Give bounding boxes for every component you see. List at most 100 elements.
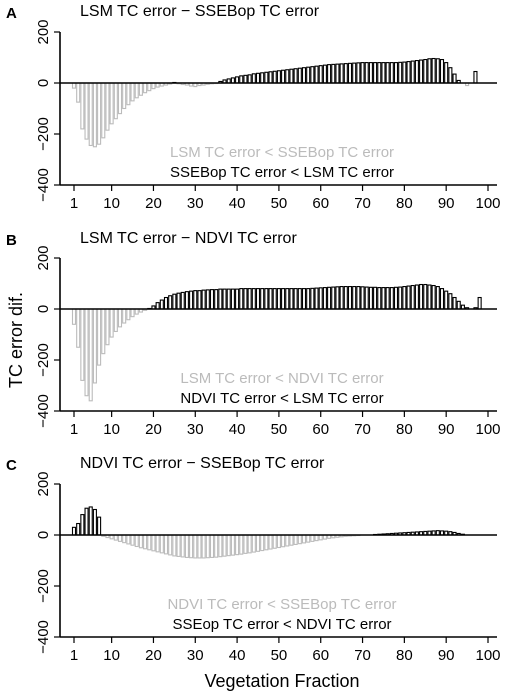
bar xyxy=(402,286,407,310)
bar xyxy=(151,534,156,552)
bar xyxy=(281,69,286,84)
x-tick-label: 90 xyxy=(438,195,455,212)
y-tick-label: 200 xyxy=(35,19,52,44)
x-tick-label: 60 xyxy=(312,421,329,438)
x-tick-label: 70 xyxy=(354,647,371,664)
bar xyxy=(130,82,135,102)
bar xyxy=(251,73,256,84)
bar xyxy=(117,308,123,328)
bar xyxy=(301,534,307,544)
bar xyxy=(255,288,261,310)
bar xyxy=(419,283,424,310)
bar xyxy=(373,286,378,310)
bar xyxy=(230,288,235,310)
x-tick-label: 1 xyxy=(70,195,78,212)
annotation-positive: NDVI TC error < LSM TC error xyxy=(180,390,383,407)
x-tick-label: 100 xyxy=(475,421,500,438)
bar xyxy=(97,308,102,366)
bar xyxy=(423,58,428,84)
x-tick-label: 30 xyxy=(187,421,204,438)
bar xyxy=(147,534,152,551)
bar xyxy=(318,65,323,84)
y-tick-label: −200 xyxy=(35,569,52,603)
bar xyxy=(235,534,240,556)
bar xyxy=(251,534,256,553)
bar xyxy=(205,289,210,310)
bar xyxy=(239,534,244,555)
y-tick-label: 200 xyxy=(35,471,52,496)
bar xyxy=(226,288,231,310)
bar xyxy=(71,526,77,536)
x-tick-label: 100 xyxy=(475,647,500,664)
bar xyxy=(113,308,118,332)
bar xyxy=(276,534,281,549)
bar xyxy=(331,286,336,310)
bar xyxy=(243,74,248,84)
bar xyxy=(343,286,348,310)
x-tick-label: 50 xyxy=(271,647,288,664)
bar xyxy=(414,284,419,310)
x-tick-label: 70 xyxy=(354,195,371,212)
bar xyxy=(377,62,382,84)
annotation-negative: LSM TC error < SSEBop TC error xyxy=(170,144,394,161)
bar xyxy=(402,61,407,84)
bar xyxy=(306,288,311,310)
bar xyxy=(172,293,177,310)
bar xyxy=(327,64,332,84)
bar xyxy=(97,516,102,536)
bar xyxy=(80,308,85,381)
y-tick-label: −400 xyxy=(35,168,52,202)
bar xyxy=(306,66,311,84)
bar xyxy=(368,286,373,310)
bar xyxy=(368,62,373,84)
bar xyxy=(352,62,357,84)
bar xyxy=(289,288,294,310)
bar xyxy=(126,308,131,321)
bar xyxy=(155,534,160,553)
bar xyxy=(159,534,164,554)
bar xyxy=(272,288,277,310)
bar xyxy=(297,67,302,84)
bar xyxy=(235,288,240,310)
bar xyxy=(343,63,348,84)
bar xyxy=(281,288,286,310)
bar xyxy=(423,283,428,310)
bar xyxy=(247,534,252,554)
y-tick-label: −200 xyxy=(35,343,52,377)
bar xyxy=(293,68,298,84)
bar xyxy=(197,290,202,310)
bar xyxy=(109,308,114,338)
x-tick-label: 10 xyxy=(103,647,120,664)
bar xyxy=(92,308,97,384)
bar xyxy=(130,308,135,318)
bar xyxy=(105,82,110,131)
bar xyxy=(168,534,173,556)
bar xyxy=(197,534,202,559)
bar xyxy=(314,65,319,84)
bar xyxy=(268,71,273,84)
panel-title: NDVI TC error − SSEBop TC error xyxy=(80,455,325,472)
bar xyxy=(314,534,319,542)
bar xyxy=(331,63,336,84)
bar xyxy=(314,287,319,310)
bar xyxy=(92,82,97,148)
bar xyxy=(189,534,194,559)
bar xyxy=(360,286,365,310)
bar xyxy=(364,286,369,310)
bar xyxy=(285,288,290,310)
bar xyxy=(117,534,123,542)
bar xyxy=(310,287,315,310)
bar xyxy=(218,288,223,310)
bar xyxy=(427,284,432,310)
annotation-positive: SSEop TC error < NDVI TC error xyxy=(172,616,391,633)
bar xyxy=(297,288,302,310)
bar xyxy=(143,534,148,550)
bar xyxy=(251,288,256,310)
bar xyxy=(268,534,273,550)
bar xyxy=(71,308,77,325)
bar xyxy=(301,67,307,84)
bar xyxy=(410,60,415,84)
x-tick-label: 80 xyxy=(396,195,413,212)
panel-title: LSM TC error − SSEBop TC error xyxy=(80,3,320,20)
